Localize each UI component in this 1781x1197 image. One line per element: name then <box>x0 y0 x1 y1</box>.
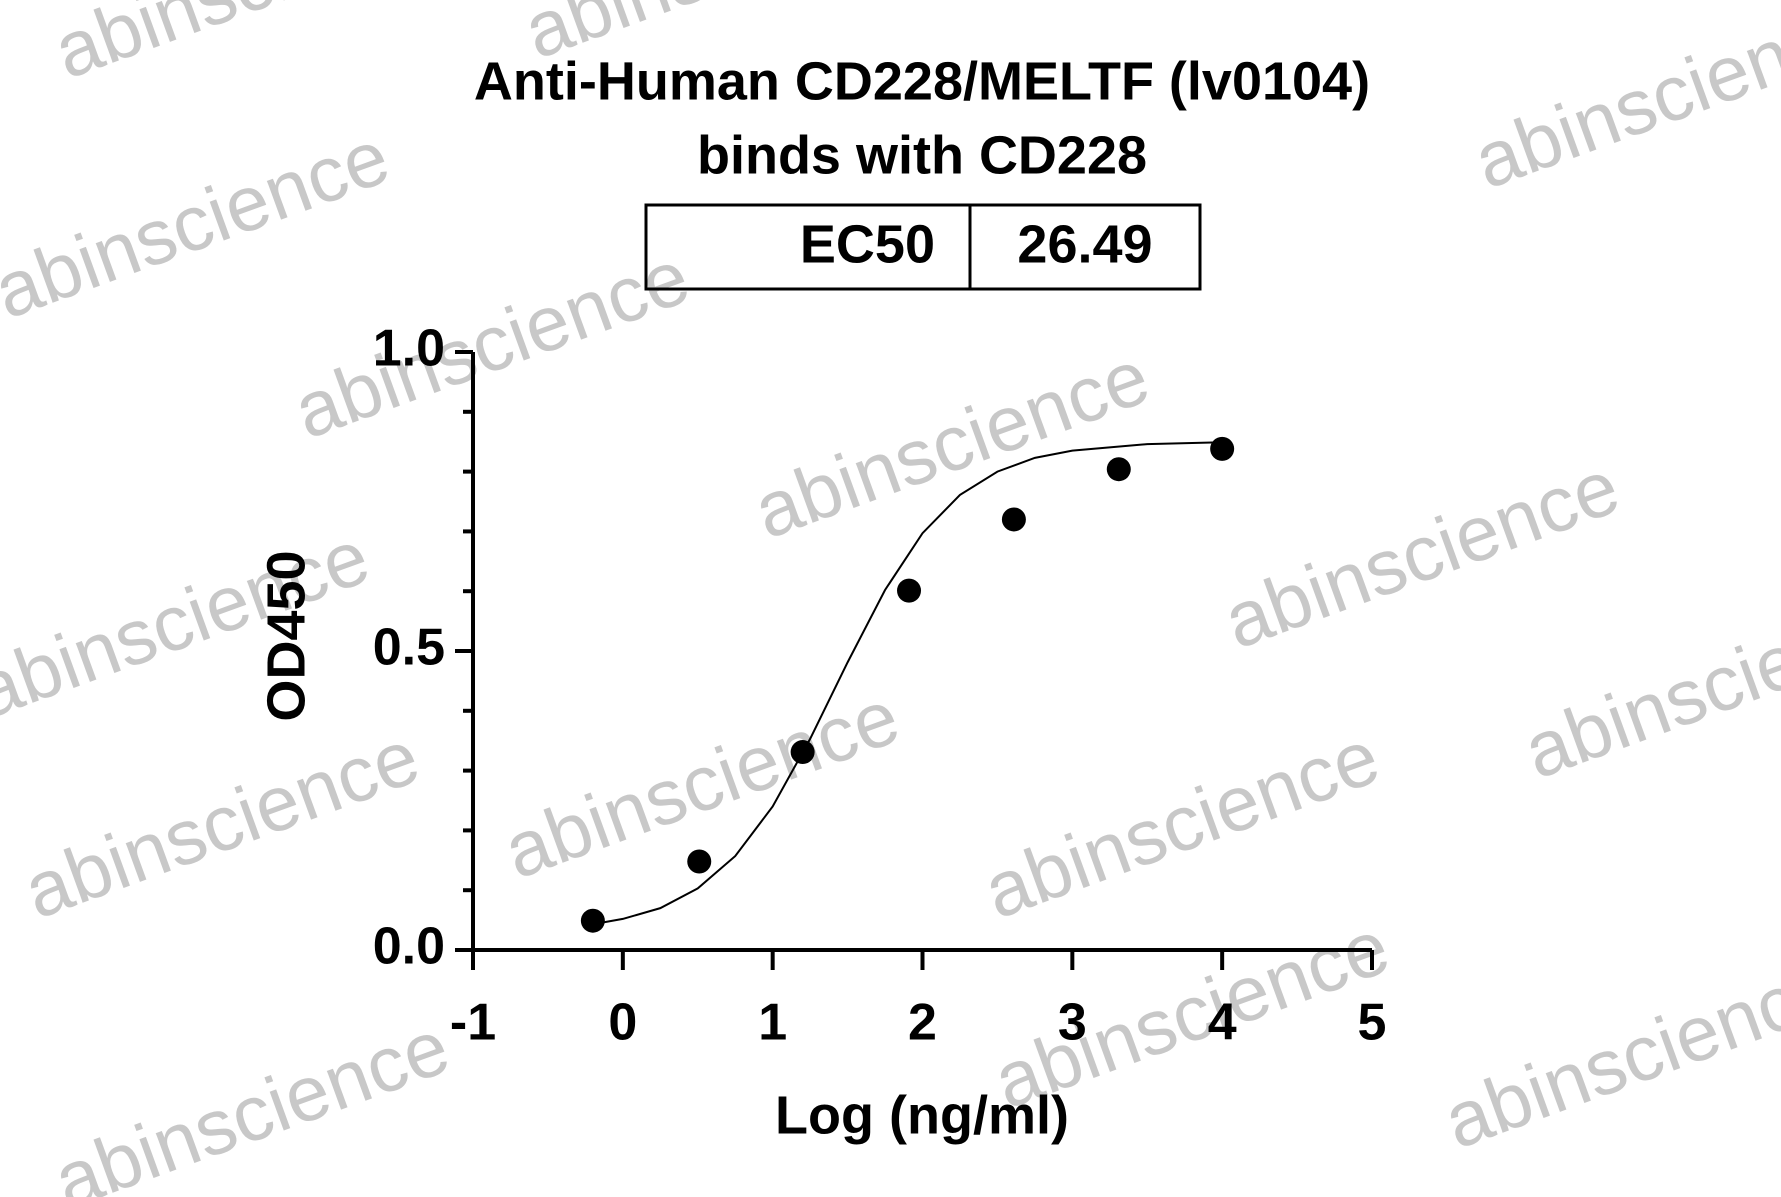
ec50-label: EC50 <box>800 214 935 274</box>
y-tick-label: 0.0 <box>373 918 445 976</box>
watermark: abinscience <box>1463 0 1781 205</box>
ec50-value: 26.49 <box>1017 214 1152 274</box>
watermark: abinscience <box>1433 942 1781 1166</box>
data-point <box>1210 436 1235 461</box>
watermark: abinscience <box>43 0 460 95</box>
y-axis-label: OD450 <box>256 550 316 721</box>
watermark: abinscience <box>43 1002 460 1197</box>
data-point <box>790 740 815 765</box>
data-point <box>1001 507 1026 532</box>
watermark: abinscience <box>743 332 1160 556</box>
chart-subtitle: binds with CD228 <box>697 125 1147 185</box>
data-point <box>580 908 605 933</box>
watermark: abinscience <box>1213 442 1630 666</box>
x-tick-label: 0 <box>608 994 637 1052</box>
fit-curve <box>592 441 1223 926</box>
data-point <box>897 578 922 603</box>
x-axis-label: Log (ng/ml) <box>775 1085 1069 1145</box>
x-tick-label: 5 <box>1358 994 1387 1052</box>
data-point <box>1106 457 1131 482</box>
x-tick-label: -1 <box>450 994 496 1052</box>
x-tick-label: 3 <box>1058 994 1087 1052</box>
x-tick-label: 4 <box>1208 994 1237 1052</box>
watermark: abinscience <box>1513 572 1781 796</box>
x-tick-label: 1 <box>758 994 787 1052</box>
watermark: abinscience <box>0 512 380 736</box>
watermark: abinscience <box>973 712 1390 936</box>
data-point <box>687 849 712 874</box>
x-tick-label: 2 <box>908 994 937 1052</box>
y-tick-label: 0.5 <box>373 619 445 677</box>
watermark: abinscience <box>13 712 430 936</box>
chart-title: Anti-Human CD228/MELTF (lv0104) <box>474 51 1370 111</box>
ec50-box <box>644 203 1202 291</box>
watermark: abinscience <box>283 232 700 456</box>
y-tick-label: 1.0 <box>373 320 445 378</box>
watermark: abinscience <box>0 112 400 336</box>
